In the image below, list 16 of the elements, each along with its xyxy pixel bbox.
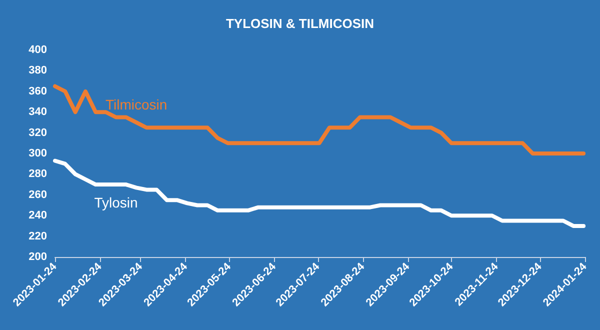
y-tick-label: 260 (28, 188, 47, 201)
chart-title: TYLOSIN & TILMICOSIN (226, 16, 374, 31)
y-tick-label: 220 (28, 230, 47, 242)
series-label: Tilmicosin (105, 96, 168, 112)
y-tick-label: 380 (28, 64, 47, 77)
y-tick-label: 400 (28, 44, 47, 56)
y-tick-label: 300 (28, 148, 47, 160)
y-tick-label: 360 (28, 85, 47, 98)
y-tick-label: 280 (28, 168, 47, 180)
line-series (53, 158, 586, 228)
y-tick-label: 340 (28, 106, 47, 118)
y-tick-label: 200 (28, 251, 47, 263)
y-tick-label: 240 (28, 210, 47, 222)
series-label: Tylosin (94, 194, 138, 211)
y-tick-label: 320 (28, 126, 47, 139)
line-series (53, 84, 586, 156)
